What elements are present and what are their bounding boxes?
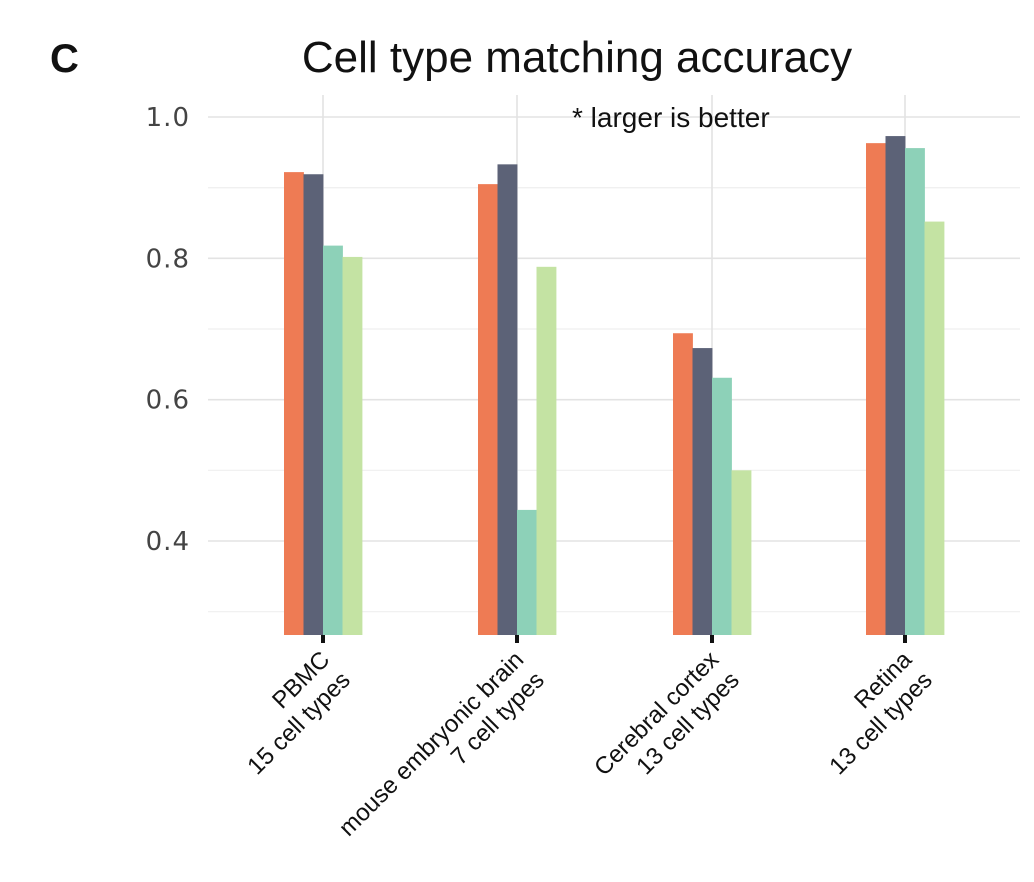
bar bbox=[692, 348, 713, 635]
bar bbox=[731, 470, 752, 635]
y-tick-label: 0.6 bbox=[146, 386, 190, 416]
panel-label: C bbox=[50, 37, 79, 81]
bar bbox=[303, 174, 324, 636]
bar bbox=[673, 333, 693, 635]
bar bbox=[478, 184, 498, 635]
bar bbox=[536, 266, 557, 635]
bar bbox=[323, 245, 343, 635]
chart-title: Cell type matching accuracy bbox=[302, 33, 852, 82]
bar bbox=[866, 143, 886, 635]
x-tick-label-line1: mouse embryonic brain bbox=[334, 646, 529, 841]
bar bbox=[905, 148, 925, 636]
bar bbox=[517, 509, 537, 635]
bar bbox=[712, 377, 732, 635]
bar bbox=[497, 164, 518, 635]
bar bbox=[284, 172, 304, 635]
bar bbox=[885, 136, 906, 635]
y-tick-label: 0.8 bbox=[146, 244, 190, 274]
bar bbox=[924, 221, 945, 635]
bar bbox=[342, 256, 363, 635]
y-tick-label: 1.0 bbox=[146, 103, 190, 133]
annotation: * larger is better bbox=[572, 102, 770, 133]
bars bbox=[284, 136, 945, 636]
y-tick-label: 0.4 bbox=[146, 527, 190, 557]
